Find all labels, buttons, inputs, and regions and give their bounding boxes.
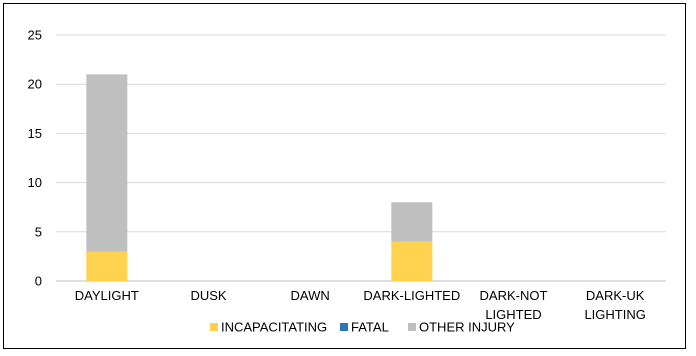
x-category-label: DARK-UK	[586, 288, 645, 303]
y-tick-label: 10	[28, 175, 42, 190]
x-category-label: DARK-LIGHTED	[363, 288, 460, 303]
legend-label: OTHER INJURY	[419, 320, 515, 335]
x-category-label: LIGHTING	[584, 307, 645, 322]
y-tick-label: 25	[28, 28, 42, 43]
y-tick-label: 15	[28, 126, 42, 141]
x-category-label: DAYLIGHT	[75, 288, 139, 303]
bar-segment-other-injury	[86, 74, 128, 252]
legend-swatch	[210, 323, 218, 331]
bars	[86, 74, 433, 281]
x-axis-categories: DAYLIGHT DUSK DAWN DARK-LIGHTED DARK-NOT LIGH…	[75, 288, 646, 322]
legend-label: FATAL	[351, 320, 389, 335]
legend-swatch	[340, 323, 348, 331]
y-tick-label: 0	[35, 274, 42, 289]
y-axis-ticks: 0 5 10 15 20 25	[28, 28, 42, 289]
x-category-label: DARK-NOT	[480, 288, 548, 303]
y-tick-label: 20	[28, 77, 42, 92]
bar-segment-other-injury	[391, 202, 433, 242]
bar-segment-incapacitating	[391, 241, 433, 281]
gridlines	[56, 34, 666, 282]
legend-swatch	[408, 323, 416, 331]
legend-label: INCAPACITATING	[221, 320, 327, 335]
chart-frame: 0 5 10 15 20 25 DAYLIGHT DUSK DAWN DARK-LIGHTED D…	[3, 3, 686, 349]
y-tick-label: 5	[35, 224, 42, 239]
legend: INCAPACITATING FATAL OTHER INJURY	[210, 320, 515, 335]
x-category-label: DUSK	[190, 288, 226, 303]
bar-segment-incapacitating	[86, 251, 128, 281]
x-category-label: DAWN	[291, 288, 330, 303]
x-category-label: LIGHTED	[485, 307, 541, 322]
